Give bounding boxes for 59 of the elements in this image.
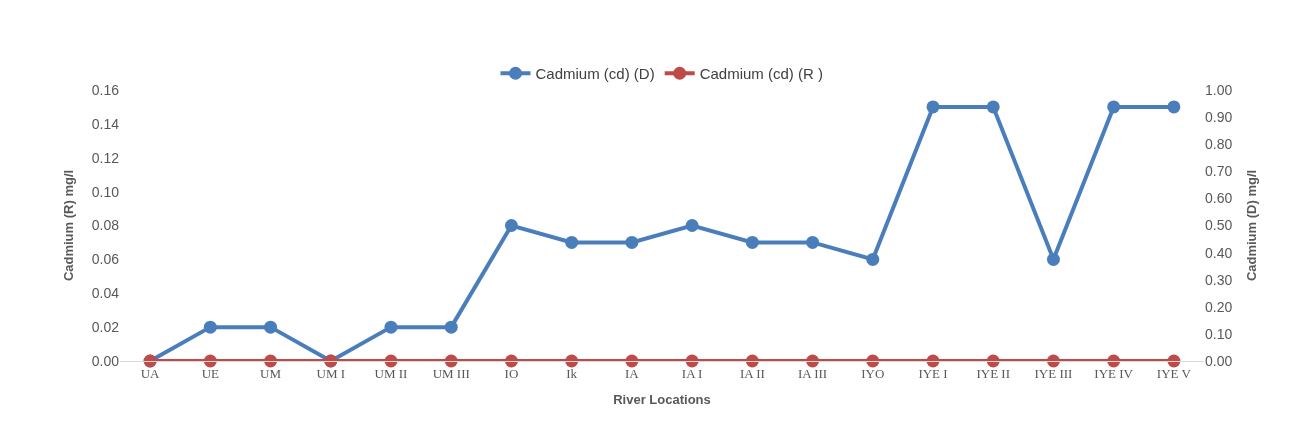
point xyxy=(1107,100,1121,114)
point xyxy=(565,235,579,249)
y-tick-label: 0.06 xyxy=(91,251,120,268)
y-tick-label: 0.14 xyxy=(91,115,120,132)
y-tick-label: 0.12 xyxy=(91,149,120,166)
x-tick-label: IO xyxy=(504,365,519,381)
y2-tick-label: 0.10 xyxy=(1205,325,1233,342)
y-tick-label: 0.16 xyxy=(91,81,120,98)
y2-tick-label: 0.20 xyxy=(1205,298,1233,315)
point xyxy=(806,235,820,249)
point xyxy=(203,320,217,334)
legend-label: Cadmium (cd) (R ) xyxy=(699,65,824,83)
y2-tick-label: 0.40 xyxy=(1205,244,1233,261)
x-tick-label: IA III xyxy=(797,365,828,381)
point xyxy=(926,100,940,114)
y2-tick-label: 0.70 xyxy=(1205,163,1233,180)
y-tick-label: 0.02 xyxy=(91,319,120,336)
y-tick-label: 0.04 xyxy=(91,285,120,302)
x-tick-label: IA II xyxy=(739,365,765,381)
x-tick-label: Ik xyxy=(566,365,578,381)
y2-tick-label: 0.80 xyxy=(1205,136,1233,153)
y-tick-label: 0.00 xyxy=(91,352,120,369)
x-tick-label: UM xyxy=(260,365,282,381)
y2-tick-label: 0.50 xyxy=(1205,217,1233,234)
y2-axis-title: Cadmium (D) mg/l xyxy=(1244,169,1260,282)
point xyxy=(625,235,639,249)
x-axis-title: River Locations xyxy=(613,392,711,408)
x-tick-label: IYE I xyxy=(918,365,948,381)
x-tick-label: UM I xyxy=(316,365,346,381)
x-tick-label: UM III xyxy=(432,365,470,381)
point xyxy=(866,252,880,266)
point xyxy=(384,320,398,334)
y-tick-label: 0.08 xyxy=(91,217,120,234)
x-tick-label: IYE IV xyxy=(1094,365,1134,381)
y-tick-label: 0.10 xyxy=(91,183,120,200)
x-tick-label: IYE III xyxy=(1034,365,1073,381)
point xyxy=(986,100,1000,114)
point xyxy=(504,219,518,232)
point xyxy=(745,235,759,249)
y2-tick-label: 0.90 xyxy=(1205,109,1233,125)
point xyxy=(264,320,278,334)
legend-label: Cadmium (cd) (D) xyxy=(535,65,655,83)
x-tick-label: IA xyxy=(625,365,640,381)
y2-tick-label: 0.60 xyxy=(1205,190,1233,207)
x-tick-label: IYE V xyxy=(1156,365,1192,381)
point xyxy=(444,320,458,334)
x-tick-label: UM II xyxy=(374,365,408,381)
point xyxy=(1046,252,1060,266)
x-tick-label: IA I xyxy=(681,365,703,381)
point xyxy=(1167,100,1181,114)
x-tick-label: UA xyxy=(140,365,161,381)
y2-tick-label: 1.00 xyxy=(1205,81,1233,98)
point xyxy=(685,219,699,232)
y-axis-title: Cadmium (R) mg/l xyxy=(60,169,76,282)
y2-tick-label: 0.30 xyxy=(1205,271,1233,288)
x-tick-label: UE xyxy=(201,365,220,381)
x-tick-label: IYO xyxy=(861,365,885,381)
x-tick-label: IYE II xyxy=(976,365,1011,381)
y2-tick-label: 0.00 xyxy=(1205,352,1233,369)
